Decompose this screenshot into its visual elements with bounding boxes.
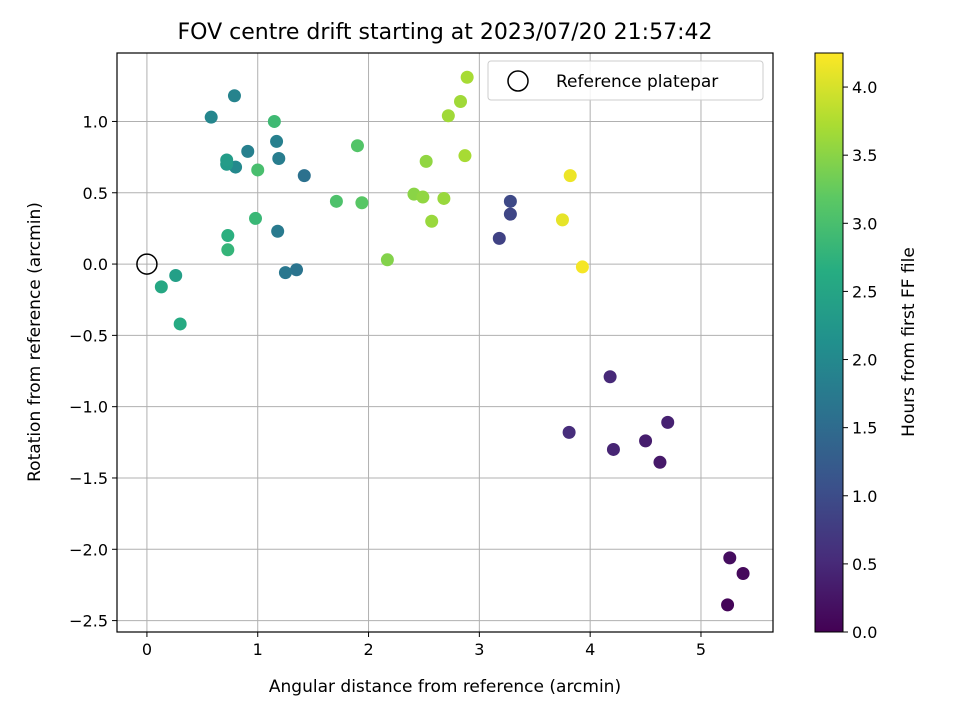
y-tick-label: −0.5 xyxy=(69,326,108,345)
data-point xyxy=(603,370,617,384)
legend: Reference platepar xyxy=(487,60,764,101)
y-tick-label: −2.0 xyxy=(69,540,108,559)
data-point xyxy=(380,253,394,267)
chart-title: FOV centre drift starting at 2023/07/20 … xyxy=(178,20,713,45)
data-point xyxy=(575,260,589,274)
colorbar-label: Hours from first FF file xyxy=(899,247,919,437)
data-point xyxy=(272,152,286,166)
data-point xyxy=(721,598,735,612)
y-tick-label: 0.5 xyxy=(83,184,108,203)
colorbar: 0.0 0.5 1.0 1.5 2.0 2.5 3.0 3.5 4.0 Hours from f… xyxy=(814,52,919,642)
colorbar-tick-label: 2.5 xyxy=(852,282,877,301)
data-point xyxy=(419,154,433,168)
data-point xyxy=(221,229,235,243)
data-point xyxy=(329,194,343,208)
x-axis-ticks: 0 1 2 3 4 5 xyxy=(142,632,706,659)
data-point xyxy=(441,109,455,123)
data-point xyxy=(220,153,234,167)
colorbar-tick-label: 3.5 xyxy=(852,146,877,165)
y-tick-label: −1.0 xyxy=(69,398,108,417)
data-point xyxy=(251,163,265,177)
y-tick-label: 0.0 xyxy=(83,255,108,274)
x-tick-label: 3 xyxy=(474,640,484,659)
colorbar-tick-label: 2.0 xyxy=(852,351,877,370)
y-tick-label: −2.5 xyxy=(69,612,108,631)
data-point xyxy=(221,243,235,257)
data-point xyxy=(355,196,369,210)
data-point xyxy=(503,194,517,208)
data-point xyxy=(563,169,577,183)
data-point xyxy=(661,415,675,429)
data-point xyxy=(290,263,304,277)
y-tick-label: −1.5 xyxy=(69,469,108,488)
x-tick-label: 0 xyxy=(142,640,152,659)
data-point xyxy=(267,114,281,128)
data-point xyxy=(241,144,255,158)
x-tick-label: 5 xyxy=(696,640,706,659)
colorbar-gradient xyxy=(814,52,844,633)
data-point xyxy=(278,266,292,280)
data-point xyxy=(271,224,285,238)
data-point xyxy=(425,214,439,228)
plot-frame xyxy=(116,52,774,633)
colorbar-tick-label: 0.0 xyxy=(852,623,877,642)
data-point xyxy=(416,190,430,204)
colorbar-tick-label: 1.5 xyxy=(852,419,877,438)
legend-marker xyxy=(507,70,529,92)
data-point xyxy=(555,213,569,227)
data-point xyxy=(562,425,576,439)
data-point xyxy=(653,455,667,469)
data-point xyxy=(723,551,737,565)
data-point xyxy=(606,442,620,456)
data-point xyxy=(736,567,750,581)
colorbar-tick-label: 3.0 xyxy=(852,214,877,233)
data-point xyxy=(249,211,263,225)
x-tick-label: 2 xyxy=(363,640,373,659)
y-axis-title: Rotation from reference (arcmin) xyxy=(25,202,45,482)
data-point xyxy=(458,149,472,163)
data-point xyxy=(639,434,653,448)
data-point xyxy=(173,317,187,331)
x-tick-label: 1 xyxy=(253,640,263,659)
x-axis-title: Angular distance from reference (arcmin) xyxy=(269,677,621,697)
data-point xyxy=(204,110,218,124)
x-tick-label: 4 xyxy=(585,640,595,659)
y-axis-ticks: −2.5 −2.0 −1.5 −1.0 −0.5 0.0 0.5 1.0 xyxy=(69,112,117,631)
legend-label: Reference platepar xyxy=(556,72,718,92)
reference-marker xyxy=(136,253,158,275)
data-point xyxy=(169,268,183,282)
colorbar-ticks: 0.0 0.5 1.0 1.5 2.0 2.5 3.0 3.5 4.0 xyxy=(843,78,877,642)
colorbar-tick-label: 4.0 xyxy=(852,78,877,97)
legend-box xyxy=(487,60,764,101)
data-point xyxy=(227,89,241,103)
plot-points xyxy=(136,70,750,612)
data-point xyxy=(270,134,284,148)
data-point xyxy=(437,191,451,205)
data-point xyxy=(154,280,168,294)
y-tick-label: 1.0 xyxy=(83,112,108,131)
colorbar-tick-label: 0.5 xyxy=(852,555,877,574)
data-point xyxy=(460,70,474,84)
plot-grid xyxy=(117,53,773,632)
data-point xyxy=(503,207,517,221)
data-point xyxy=(492,231,506,245)
data-point xyxy=(297,169,311,183)
colorbar-tick-label: 1.0 xyxy=(852,487,877,506)
data-point xyxy=(454,94,468,108)
data-point xyxy=(350,139,364,153)
